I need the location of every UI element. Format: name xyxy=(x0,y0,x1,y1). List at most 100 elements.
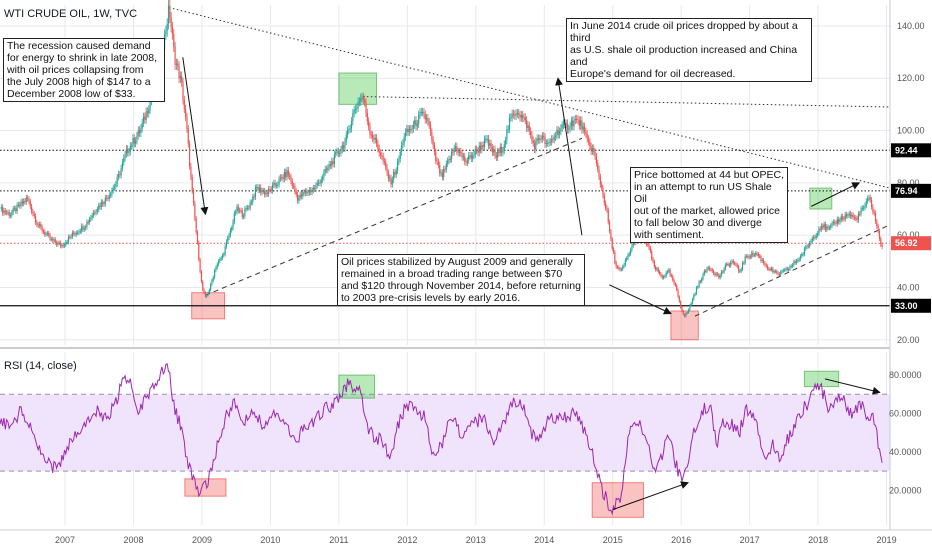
candle-body xyxy=(138,130,141,134)
candle-body xyxy=(294,186,296,192)
candle-body xyxy=(335,152,337,155)
candle-body xyxy=(102,202,104,205)
candle-body xyxy=(75,232,77,235)
candle-body xyxy=(873,211,875,214)
candle-body xyxy=(248,207,250,209)
candle-body xyxy=(231,227,233,231)
price-axis-background xyxy=(890,0,932,550)
candle-body xyxy=(103,203,105,205)
candle-body xyxy=(33,213,35,217)
candle-body xyxy=(182,82,184,101)
candle-body xyxy=(508,117,511,130)
candle-body xyxy=(731,261,733,263)
price-level-tag xyxy=(891,298,931,313)
candle-body xyxy=(795,260,798,263)
candle-body xyxy=(58,242,60,244)
candle-body xyxy=(445,163,447,170)
candle-body xyxy=(270,189,272,191)
candle-body xyxy=(306,191,308,193)
candle-body xyxy=(834,221,836,223)
candle-body xyxy=(389,177,391,179)
candle-body xyxy=(308,190,310,193)
candle-body xyxy=(391,179,393,185)
candle-body xyxy=(116,177,118,185)
candle-body xyxy=(477,150,479,153)
candle-body xyxy=(311,190,313,193)
candle-body xyxy=(535,141,537,150)
rsi-line xyxy=(0,363,883,516)
candle-body xyxy=(275,185,278,187)
candle-body xyxy=(461,153,463,158)
candle-body xyxy=(845,214,848,216)
candle-body xyxy=(744,256,746,263)
candle-body xyxy=(743,262,745,264)
candle-body xyxy=(674,283,676,286)
candle-body xyxy=(212,277,214,281)
candle-body xyxy=(375,137,378,144)
candle-body xyxy=(851,214,853,217)
candle-body xyxy=(108,195,110,199)
annotation-arrow xyxy=(182,57,209,216)
candle-body xyxy=(444,169,446,171)
candle-body xyxy=(680,301,682,308)
candle-body xyxy=(146,111,149,114)
candle-body xyxy=(186,117,188,129)
candle-body xyxy=(183,100,185,109)
annotation-arrow xyxy=(612,481,689,511)
candle-body xyxy=(690,303,692,306)
candle-body xyxy=(40,223,42,228)
candle-body xyxy=(684,314,686,317)
candle-body xyxy=(346,130,349,135)
candle-body xyxy=(121,162,124,169)
candle-body xyxy=(864,205,866,208)
candle-body xyxy=(712,271,715,274)
price-level-tag-label: 92.44 xyxy=(895,145,918,155)
chart-title: WTI CRUDE OIL, 1W, TVC xyxy=(4,8,138,20)
candle-body xyxy=(203,289,205,293)
candle-body xyxy=(225,241,228,247)
candle-body xyxy=(719,275,721,278)
price-level-tag-label: 56.92 xyxy=(895,238,918,248)
candle-body xyxy=(354,109,357,111)
time-tick-label: 2010 xyxy=(260,535,280,545)
candle-body xyxy=(590,146,592,152)
candle-body xyxy=(365,102,367,113)
candle-body xyxy=(16,204,18,212)
candle-body xyxy=(24,200,26,202)
candle-body xyxy=(673,280,675,284)
candle-body xyxy=(772,268,774,272)
candle-body xyxy=(253,196,255,198)
candle-body xyxy=(427,118,429,122)
candle-body xyxy=(662,276,665,278)
candle-body xyxy=(554,135,557,138)
candle-body xyxy=(585,131,587,134)
candle-body xyxy=(651,251,653,259)
candle-body xyxy=(522,114,524,119)
candle-body xyxy=(94,212,96,214)
candle-body xyxy=(141,122,143,129)
candle-body xyxy=(195,218,197,233)
candle-body xyxy=(606,208,608,210)
candle-body xyxy=(869,197,871,200)
candle-body xyxy=(61,245,63,247)
candle-body xyxy=(341,145,343,150)
candle-body xyxy=(820,225,823,230)
candle-body xyxy=(516,113,519,115)
candle-body xyxy=(11,212,13,216)
candle-body xyxy=(278,178,280,185)
candle-body xyxy=(69,236,71,238)
candle-body xyxy=(855,217,857,219)
candle-body xyxy=(676,285,678,290)
candle-body xyxy=(839,220,841,222)
candle-body xyxy=(328,164,330,168)
candle-body xyxy=(67,236,70,243)
candle-body xyxy=(428,121,430,126)
candle-body xyxy=(187,128,189,144)
candle-body xyxy=(106,197,108,199)
candle-body xyxy=(120,168,122,176)
candle-body xyxy=(765,264,767,267)
candle-body xyxy=(286,170,288,178)
candle-body xyxy=(510,117,512,119)
candle-body xyxy=(622,266,624,270)
candle-body xyxy=(501,146,503,153)
